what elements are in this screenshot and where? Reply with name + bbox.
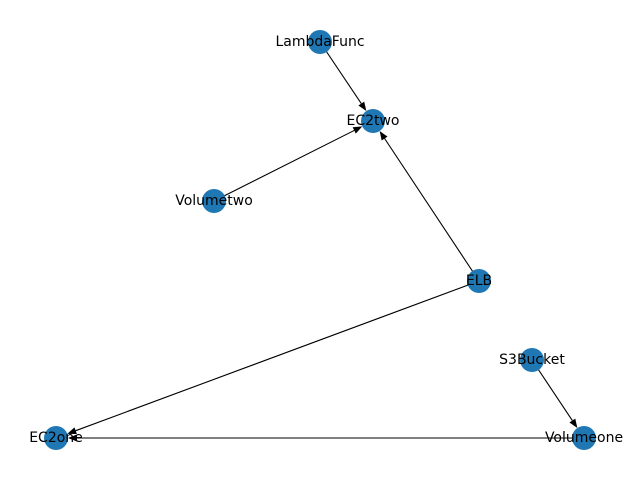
arrowhead-elb-to-ec2two xyxy=(379,131,388,141)
edges-layer xyxy=(67,41,584,442)
arrowhead-lambdafunc-to-ec2two xyxy=(358,101,367,112)
node-label-ec2one: EC2one xyxy=(29,430,83,446)
node-circle-volumeone xyxy=(572,426,596,450)
node-circle-ec2one xyxy=(44,426,68,450)
node-label-ec2two: EC2two xyxy=(346,113,399,129)
node-label-s3bucket: S3Bucket xyxy=(499,352,565,368)
node-circle-volumetwo xyxy=(202,189,226,213)
node-label-elb: ELB xyxy=(466,273,492,289)
node-circle-ec2two xyxy=(361,109,385,133)
node-circle-lambdafunc xyxy=(308,30,332,54)
node-label-volumetwo: Volumetwo xyxy=(175,193,253,209)
nodes-layer: LambdaFunc EC2two Volumetwo ELB S3Bucket EC2o… xyxy=(29,30,623,450)
edge-elb-to-ec2two xyxy=(384,138,480,282)
node-label-volumeone: Volumeone xyxy=(545,430,623,446)
node-circle-elb xyxy=(467,269,491,293)
arrowhead-volumeone-to-ec2one xyxy=(68,434,77,442)
node-ec2two: EC2two xyxy=(346,109,400,133)
node-volumetwo: Volumetwo xyxy=(175,189,253,213)
node-elb: ELB xyxy=(466,269,492,293)
edge-elb-to-ec2one xyxy=(75,280,480,432)
arrowhead-s3bucket-to-volumeone xyxy=(569,418,578,429)
node-ec2one: EC2one xyxy=(29,426,83,450)
node-volumeone: Volumeone xyxy=(545,426,623,450)
edge-volumetwo-to-ec2two xyxy=(213,129,355,202)
node-label-lambdafunc: LambdaFunc xyxy=(275,34,364,50)
node-lambdafunc: LambdaFunc xyxy=(275,30,365,54)
arrowhead-volumetwo-to-ec2two xyxy=(352,126,363,134)
node-circle-s3bucket xyxy=(520,348,544,372)
arrowhead-elb-to-ec2one xyxy=(67,427,77,434)
edge-s3bucket-to-volumeone xyxy=(531,359,573,421)
edge-lambdafunc-to-ec2two xyxy=(319,41,362,104)
node-s3bucket: S3Bucket xyxy=(499,348,565,372)
